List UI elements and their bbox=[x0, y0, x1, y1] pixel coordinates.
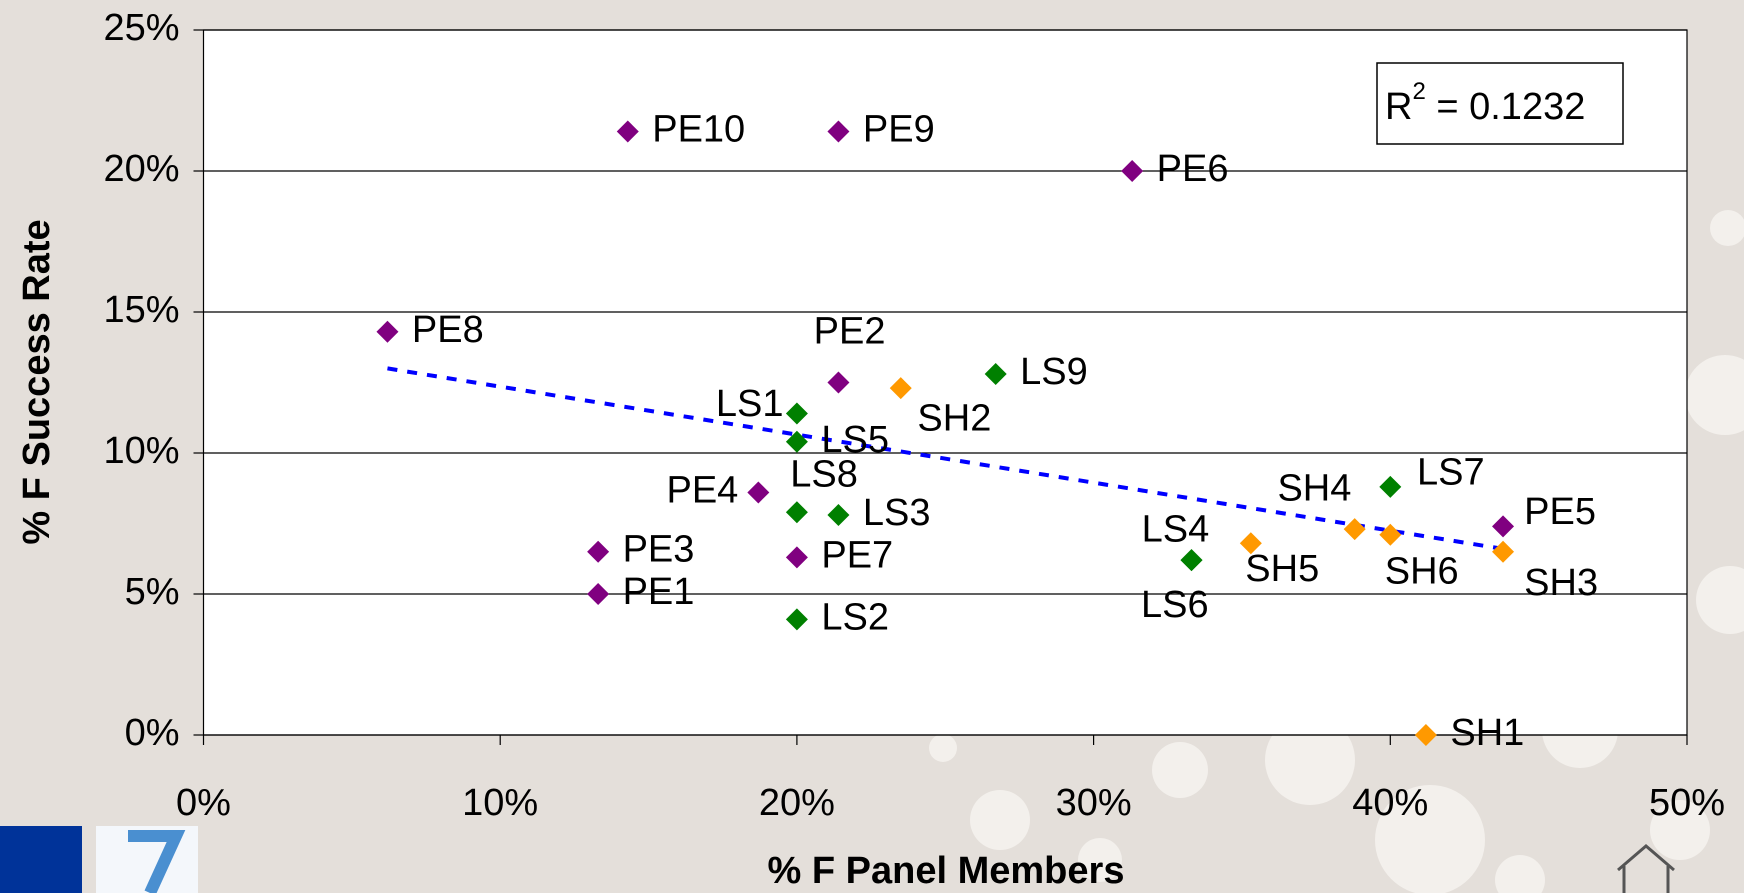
point bbox=[1492, 515, 1515, 538]
point bbox=[827, 120, 850, 143]
point-label: LS3 bbox=[863, 492, 931, 534]
annotation-box: R2 = 0.1232 bbox=[1376, 62, 1624, 145]
point-label: SH2 bbox=[917, 397, 991, 439]
y-tick-label: 10% bbox=[103, 430, 179, 472]
logos bbox=[0, 826, 1675, 893]
point bbox=[616, 120, 639, 143]
point-label: PE2 bbox=[814, 311, 886, 353]
point bbox=[1492, 540, 1515, 563]
point-label: SH4 bbox=[1277, 467, 1351, 509]
point-label: PE4 bbox=[666, 470, 738, 512]
annotation-base: R bbox=[1385, 86, 1412, 128]
point bbox=[1180, 549, 1203, 572]
point bbox=[587, 540, 610, 563]
point bbox=[785, 501, 808, 524]
point bbox=[827, 371, 850, 394]
home-icon[interactable] bbox=[1617, 844, 1675, 893]
y-tick-label: 0% bbox=[125, 712, 180, 754]
point bbox=[785, 430, 808, 453]
annotation-text: = 0.1232 bbox=[1426, 86, 1586, 128]
point-label: SH5 bbox=[1245, 548, 1319, 590]
point-label: LS5 bbox=[821, 419, 889, 461]
y-tick-label: 15% bbox=[103, 289, 179, 331]
y-axis-title: % F Success Rate bbox=[16, 219, 58, 544]
point-label: PE8 bbox=[412, 309, 484, 351]
point bbox=[785, 608, 808, 631]
point bbox=[1121, 160, 1144, 182]
point bbox=[889, 377, 912, 400]
point-label: LS4 bbox=[1142, 508, 1210, 550]
point bbox=[1239, 532, 1262, 555]
point-label: LS7 bbox=[1417, 452, 1485, 494]
fp7-seven bbox=[128, 830, 186, 893]
point bbox=[1379, 523, 1402, 546]
point-label: PE10 bbox=[652, 109, 745, 151]
point-label: PE7 bbox=[821, 534, 893, 576]
point bbox=[747, 481, 770, 504]
point bbox=[1379, 475, 1402, 498]
point-label: SH3 bbox=[1524, 562, 1598, 604]
annotation-sup: 2 bbox=[1412, 78, 1425, 105]
point bbox=[785, 402, 808, 425]
y-tick-label: 5% bbox=[125, 571, 180, 613]
x-tick-label: 0% bbox=[176, 782, 231, 824]
point bbox=[376, 320, 399, 343]
x-tick-label: 50% bbox=[1649, 782, 1725, 824]
point bbox=[587, 583, 610, 605]
plot-border bbox=[202, 29, 1688, 736]
point bbox=[785, 546, 808, 569]
plot-area bbox=[203, 30, 1687, 735]
point-label: PE9 bbox=[863, 109, 935, 151]
point-label: PE6 bbox=[1157, 148, 1229, 190]
point-label: LS8 bbox=[790, 454, 858, 496]
x-tick-label: 20% bbox=[759, 782, 835, 824]
point-label: LS6 bbox=[1141, 584, 1209, 626]
annotation-frame bbox=[1376, 62, 1624, 145]
x-tick-label: 40% bbox=[1352, 782, 1428, 824]
point bbox=[984, 363, 1007, 386]
point-label: SH1 bbox=[1450, 712, 1524, 754]
point bbox=[1343, 518, 1366, 541]
point-label: LS1 bbox=[716, 383, 784, 425]
point-label: SH6 bbox=[1385, 551, 1459, 593]
point-label: LS2 bbox=[821, 596, 889, 638]
point-label: PE5 bbox=[1524, 491, 1596, 533]
x-tick-label: 10% bbox=[462, 782, 538, 824]
y-tick-label: 25% bbox=[103, 7, 179, 49]
background-decoration bbox=[929, 210, 1744, 893]
point bbox=[1414, 724, 1437, 746]
trendline bbox=[387, 366, 1504, 551]
point bbox=[827, 504, 850, 527]
y-tick-label: 20% bbox=[103, 148, 179, 190]
point-label: LS9 bbox=[1020, 351, 1088, 393]
eu-logo bbox=[0, 826, 82, 893]
x-tick-label: 30% bbox=[1056, 782, 1132, 824]
annotation: R2 = 0.1232 bbox=[1385, 78, 1585, 128]
point-label: PE3 bbox=[623, 529, 695, 571]
x-axis-title: % F Panel Members bbox=[768, 850, 1125, 892]
point-label: PE1 bbox=[623, 571, 695, 613]
